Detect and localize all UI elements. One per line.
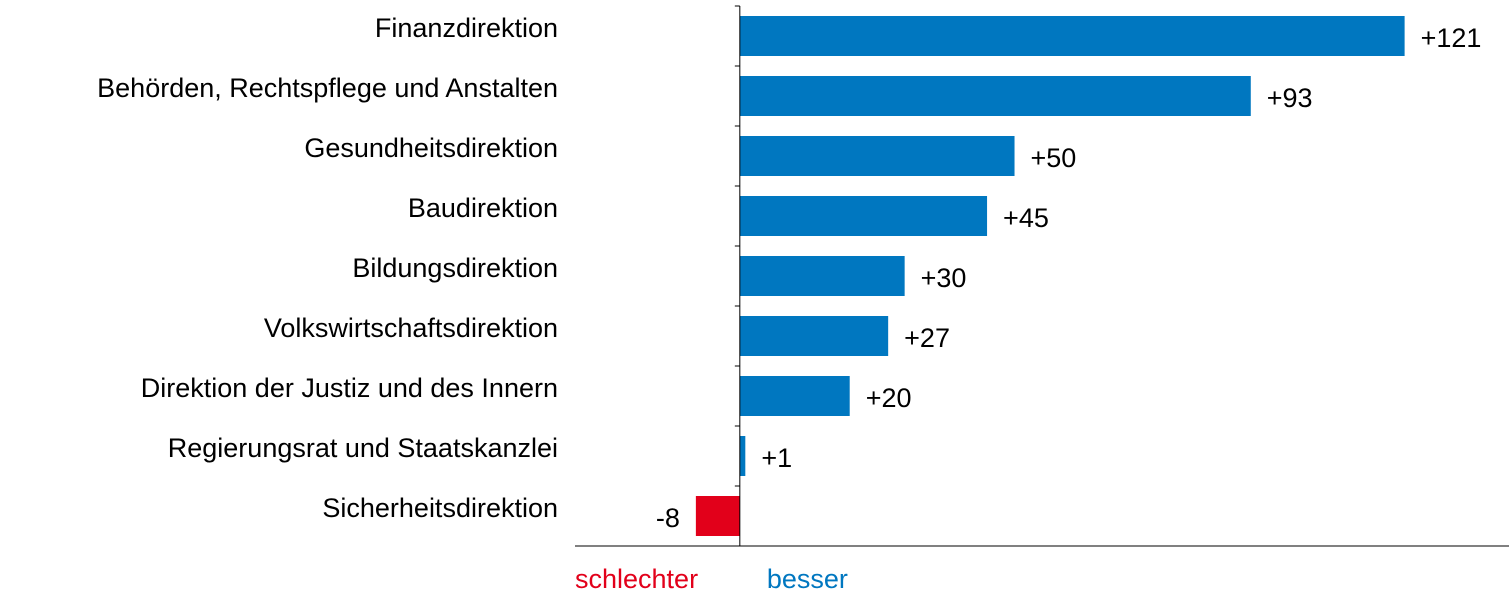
bar [739,136,1015,176]
category-label: Bildungsdirektion [352,253,558,283]
value-label: +27 [904,323,950,353]
value-label: +45 [1003,203,1049,233]
category-label: Regierungsrat und Staatskanzlei [168,433,558,463]
annotation: schlechter [575,564,698,594]
bar [739,316,889,356]
value-label: +30 [921,263,967,293]
value-label: +121 [1421,23,1482,53]
category-label: Behörden, Rechtspflege und Anstalten [97,73,558,103]
value-label: -8 [656,503,680,533]
category-label: Finanzdirektion [375,13,558,43]
bar [739,196,988,236]
value-label: +93 [1267,83,1313,113]
bar [695,496,740,536]
value-label: +1 [761,443,792,473]
value-label: +50 [1031,143,1077,173]
bar [739,376,850,416]
category-label: Gesundheitsdirektion [304,133,558,163]
bar [739,76,1251,116]
category-label: Volkswirtschaftsdirektion [264,313,558,343]
bar [739,256,905,296]
category-label: Direktion der Justiz und des Innern [141,373,558,403]
value-label: +20 [866,383,912,413]
bar [739,436,746,476]
bar [739,16,1405,56]
category-label: Baudirektion [408,193,558,223]
category-label: Sicherheitsdirektion [322,493,558,523]
annotation: besser [767,564,848,594]
